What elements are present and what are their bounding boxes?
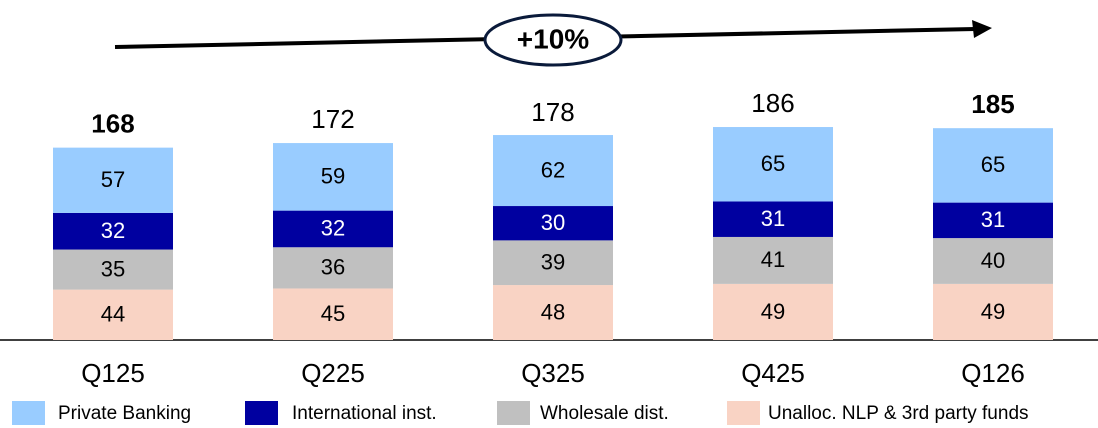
bar-segment: [53, 289, 173, 340]
segment-label: 32: [101, 218, 125, 243]
bar-segment: [713, 283, 833, 340]
total-label: 178: [531, 97, 574, 127]
bar-segment: [493, 135, 613, 207]
segment-label: 59: [321, 164, 345, 189]
x-tick-label: Q125: [81, 358, 145, 388]
bar-segment: [933, 202, 1053, 239]
annotation: +10%: [517, 23, 589, 54]
segment-label: 36: [321, 255, 345, 280]
x-tick-label: Q325: [521, 358, 585, 388]
x-tick-label: Q225: [301, 358, 365, 388]
segment-label: 31: [761, 206, 785, 231]
bar-segment: [493, 206, 613, 241]
legend-swatch: [727, 401, 760, 425]
bar-segment: [933, 238, 1053, 284]
arrow-head: [972, 20, 992, 38]
bar-segment: [493, 240, 613, 286]
bar-segment: [53, 212, 173, 250]
segment-label: 40: [981, 248, 1005, 273]
segment-label: 39: [541, 250, 565, 275]
segment-label: 44: [101, 302, 125, 327]
segment-label: 65: [761, 151, 785, 176]
segment-label: 45: [321, 301, 345, 326]
x-tick-label: Q126: [961, 358, 1025, 388]
bar-segment: [713, 127, 833, 202]
total-label: 172: [311, 104, 354, 134]
segment-label: 62: [541, 157, 565, 182]
segment-label: 49: [761, 299, 785, 324]
total-label: 185: [971, 89, 1014, 119]
legend-swatch: [497, 401, 530, 425]
total-label: 186: [751, 88, 794, 118]
bar-segment: [53, 249, 173, 290]
bar-segment: [273, 143, 393, 211]
bar-segment: [53, 147, 173, 213]
bar-segment: [713, 236, 833, 284]
segment-label: 35: [101, 256, 125, 281]
segment-label: 49: [981, 299, 1005, 324]
bar-segment: [493, 285, 613, 340]
segment-label: 31: [981, 207, 1005, 232]
segment-label: 30: [541, 210, 565, 235]
bar-segment: [933, 283, 1053, 340]
legend-label: International inst.: [292, 403, 437, 424]
bar-segment: [273, 210, 393, 248]
bar-segment: [273, 247, 393, 289]
x-tick-label: Q425: [741, 358, 805, 388]
legend-swatch: [12, 401, 45, 425]
segment-label: 57: [101, 167, 125, 192]
segment-label: 32: [321, 216, 345, 241]
annotation-oval: [483, 13, 623, 67]
legend-label: Private Banking: [58, 403, 191, 424]
bar-segment: [933, 128, 1053, 203]
legend-label: Wholesale dist.: [540, 403, 669, 424]
total-label: 168: [91, 109, 134, 139]
legend-label: Unalloc. NLP & 3rd party funds: [768, 403, 1029, 424]
bar-segment: [713, 201, 833, 237]
segment-label: 41: [761, 247, 785, 272]
bar-segment: [273, 288, 393, 340]
segment-label: 65: [981, 152, 1005, 177]
legend-swatch: [245, 401, 278, 425]
segment-label: 48: [541, 299, 565, 324]
